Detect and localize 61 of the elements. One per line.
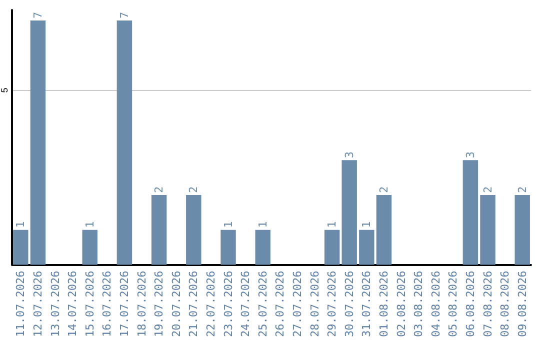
x-tick-label: 25.07.2026 [256, 270, 270, 338]
x-tick-label: 29.07.2026 [326, 270, 339, 338]
data-label: 1 [14, 221, 28, 228]
data-label: 2 [377, 186, 390, 193]
bar [342, 160, 357, 265]
x-tick-label: 27.07.2026 [290, 270, 304, 338]
bar [13, 230, 28, 265]
x-tick-label: 07.08.2026 [481, 270, 494, 338]
data-label: 1 [83, 221, 96, 228]
bar [462, 160, 478, 265]
bar [255, 230, 270, 265]
y-tick-label: 5 [0, 88, 10, 93]
bar [514, 194, 530, 265]
x-tick-label: 06.08.2026 [464, 270, 477, 338]
x-tick-label: 19.07.2026 [152, 270, 166, 338]
data-label: 3 [464, 151, 477, 158]
x-tick-label: 30.07.2026 [342, 270, 356, 338]
x-tick-label: 04.08.2026 [429, 270, 442, 338]
data-label: 1 [360, 221, 374, 228]
x-tick-label: 17.07.2026 [118, 270, 131, 338]
data-label: 7 [118, 12, 131, 18]
x-tick-label: 16.07.2026 [100, 270, 114, 338]
data-label: 2 [516, 186, 529, 193]
x-tick-label: 24.07.2026 [239, 270, 252, 338]
x-tick-label: 02.08.2026 [394, 270, 408, 338]
x-tick-label: 03.08.2026 [412, 270, 426, 338]
x-tick-label: 13.07.2026 [48, 270, 62, 338]
x-tick-label: 05.08.2026 [446, 270, 460, 338]
x-tick-label: 26.07.2026 [274, 270, 287, 338]
x-tick-label: 11.07.2026 [14, 270, 28, 338]
data-label: 7 [31, 12, 44, 18]
data-label: 2 [152, 186, 166, 193]
bar [324, 230, 340, 265]
bar [220, 230, 236, 265]
x-tick-label: 15.07.2026 [83, 270, 96, 338]
x-tick-label: 01.08.2026 [377, 270, 390, 338]
x-tick-label: 21.07.2026 [187, 270, 200, 338]
x-tick-label: 12.07.2026 [31, 270, 44, 338]
x-tick-label: 31.07.2026 [360, 270, 374, 338]
bar [480, 194, 496, 265]
data-label: 1 [326, 221, 339, 228]
bar [186, 194, 202, 265]
x-tick-label: 09.08.2026 [516, 270, 529, 338]
data-label: 2 [481, 186, 494, 193]
bar [376, 194, 392, 265]
x-tick-label: 28.07.2026 [308, 270, 322, 338]
x-tick-label: 23.07.2026 [222, 270, 235, 338]
x-tick-label: 08.08.2026 [498, 270, 512, 338]
x-tick-label: 14.07.2026 [66, 270, 80, 338]
data-label: 1 [256, 221, 270, 228]
data-label: 2 [187, 186, 200, 193]
bar [116, 20, 132, 265]
x-tick-label: 22.07.2026 [204, 270, 218, 338]
bar [82, 230, 98, 265]
data-label: 3 [342, 151, 356, 158]
x-tick-label: 20.07.2026 [170, 270, 183, 338]
data-label: 1 [222, 221, 235, 228]
bar [359, 230, 374, 265]
bar [151, 194, 167, 265]
bar [30, 20, 46, 265]
x-tick-label: 18.07.2026 [135, 270, 148, 338]
